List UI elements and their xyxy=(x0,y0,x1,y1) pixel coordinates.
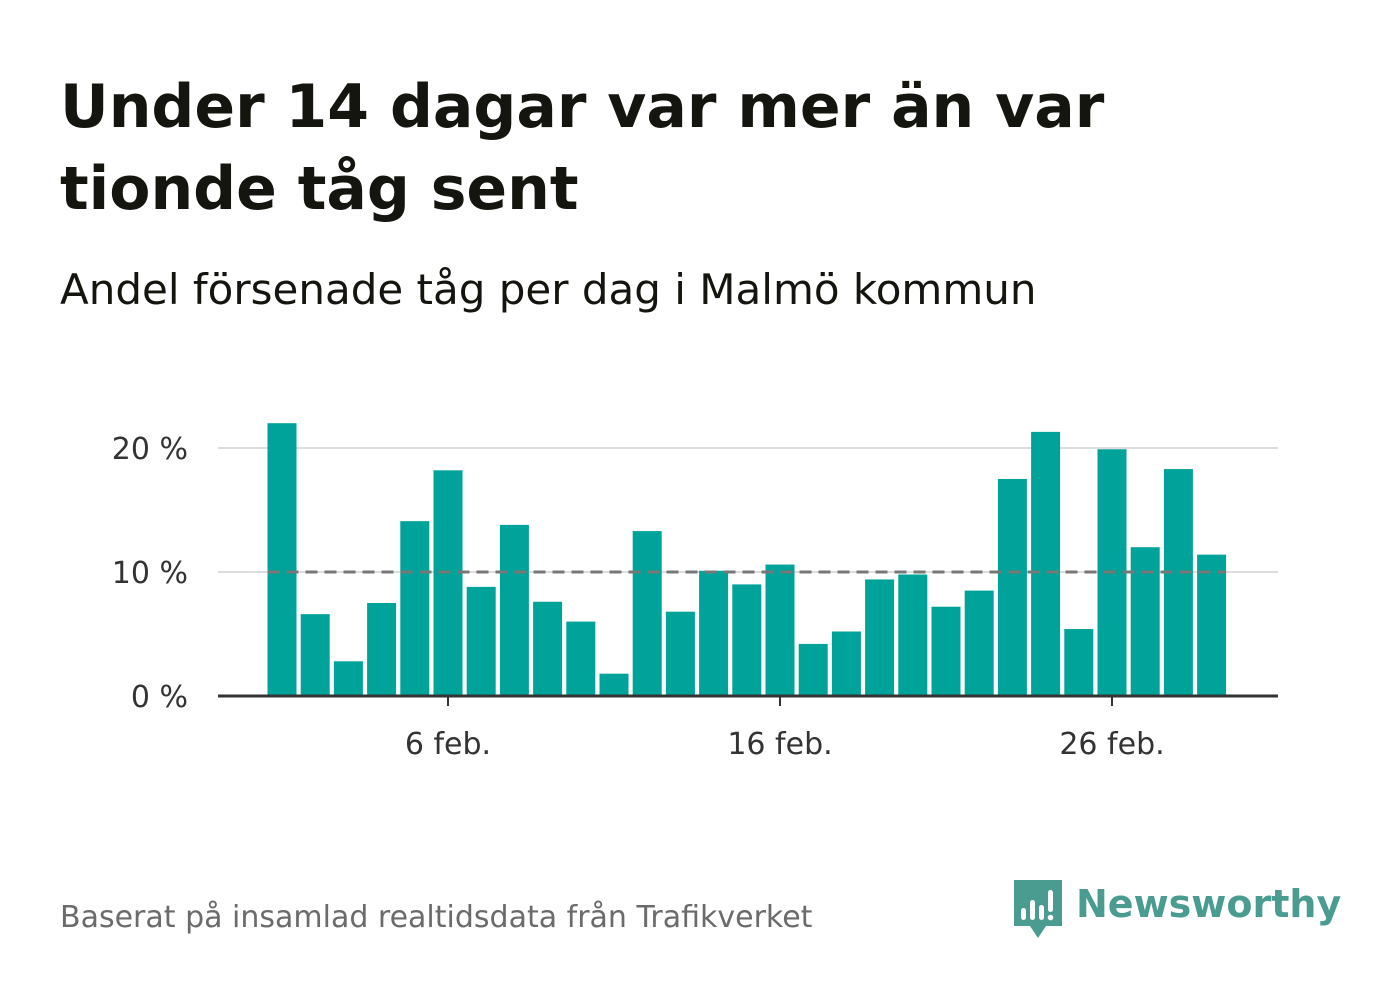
x-tick-label: 16 feb. xyxy=(727,727,832,762)
bar xyxy=(1130,547,1160,696)
bar xyxy=(964,590,994,696)
bar xyxy=(333,661,363,696)
bar xyxy=(1197,554,1227,696)
y-tick-label: 20 % xyxy=(112,432,188,467)
bar xyxy=(1163,469,1193,696)
bar xyxy=(566,621,596,696)
chart-subtitle: Andel försenade tåg per dag i Malmö komm… xyxy=(60,265,1037,314)
bar xyxy=(831,631,861,696)
bar xyxy=(599,673,629,696)
newsworthy-logo-icon xyxy=(1014,880,1062,938)
bar xyxy=(1031,431,1061,696)
bar xyxy=(931,606,961,696)
bars xyxy=(267,423,1227,696)
bar xyxy=(632,531,662,696)
bar xyxy=(433,470,463,696)
source-note: Baserat på insamlad realtidsdata från Tr… xyxy=(60,900,813,935)
bar xyxy=(499,524,529,696)
y-tick-label: 10 % xyxy=(112,556,188,591)
x-tick-label: 6 feb. xyxy=(405,727,491,762)
bar xyxy=(533,601,563,696)
bar xyxy=(997,479,1027,696)
bar xyxy=(865,579,895,696)
bar xyxy=(898,574,928,696)
bar xyxy=(699,570,729,696)
bar xyxy=(732,584,762,696)
bar xyxy=(400,521,430,696)
brand: Newsworthy xyxy=(1010,878,1341,942)
bar-chart: 0 % 10 % 20 % 6 feb. 16 feb. 26 feb. xyxy=(112,423,1278,762)
chart-title: Under 14 dagar var mer än var tionde tåg… xyxy=(60,72,1105,224)
bar xyxy=(267,423,297,696)
bar xyxy=(367,603,397,696)
bar xyxy=(300,614,330,696)
bar xyxy=(665,611,695,696)
bar xyxy=(1064,629,1094,696)
axes: 0 % 10 % 20 % 6 feb. 16 feb. 26 feb. xyxy=(112,432,1278,762)
bar xyxy=(798,643,828,696)
y-tick-label: 0 % xyxy=(131,680,188,715)
x-tick-label: 26 feb. xyxy=(1059,727,1164,762)
brand-name: Newsworthy xyxy=(1076,882,1342,926)
bar xyxy=(765,564,795,696)
bar xyxy=(466,586,496,696)
